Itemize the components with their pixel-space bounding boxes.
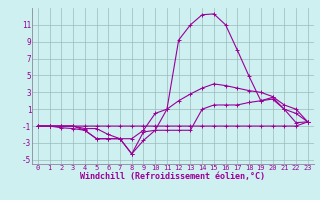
X-axis label: Windchill (Refroidissement éolien,°C): Windchill (Refroidissement éolien,°C) bbox=[80, 172, 265, 181]
